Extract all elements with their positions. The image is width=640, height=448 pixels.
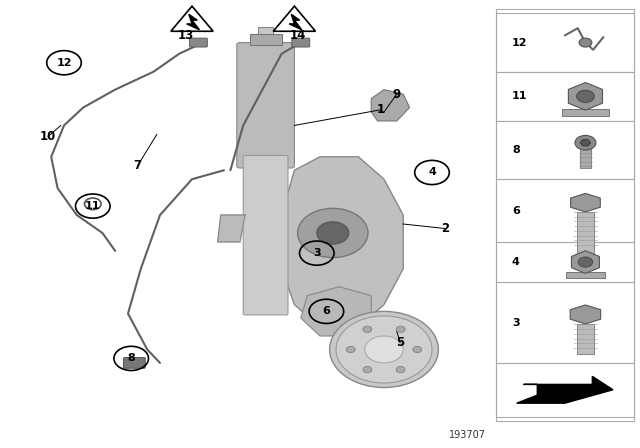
Circle shape [346, 346, 355, 353]
Text: 6: 6 [512, 206, 520, 215]
Circle shape [413, 346, 422, 353]
Polygon shape [572, 251, 600, 273]
Circle shape [578, 257, 593, 267]
FancyBboxPatch shape [577, 324, 594, 354]
FancyBboxPatch shape [258, 27, 273, 125]
Circle shape [577, 90, 595, 103]
Circle shape [396, 326, 405, 332]
Polygon shape [516, 376, 613, 403]
Circle shape [579, 38, 592, 47]
Circle shape [298, 208, 368, 258]
Text: 12: 12 [56, 58, 72, 68]
Text: 2: 2 [441, 222, 449, 235]
Text: 8: 8 [512, 145, 520, 155]
FancyBboxPatch shape [562, 109, 609, 116]
Circle shape [575, 135, 596, 150]
Text: 10: 10 [40, 130, 56, 143]
FancyBboxPatch shape [189, 38, 207, 47]
Circle shape [363, 366, 372, 373]
Polygon shape [570, 305, 601, 324]
Polygon shape [187, 14, 200, 30]
Text: 3: 3 [512, 318, 520, 327]
Polygon shape [289, 14, 302, 30]
Text: 8: 8 [127, 353, 135, 363]
Text: 4: 4 [428, 168, 436, 177]
Polygon shape [568, 82, 602, 110]
Text: 11: 11 [85, 201, 100, 211]
FancyBboxPatch shape [124, 358, 145, 368]
Circle shape [396, 366, 405, 373]
Text: 4: 4 [512, 257, 520, 267]
FancyBboxPatch shape [580, 146, 591, 168]
Text: 6: 6 [323, 306, 330, 316]
FancyBboxPatch shape [237, 43, 294, 168]
Text: 11: 11 [512, 91, 527, 101]
Polygon shape [282, 157, 403, 327]
Polygon shape [580, 140, 591, 146]
Text: 14: 14 [289, 29, 306, 43]
Text: 5: 5 [396, 336, 404, 349]
Circle shape [363, 326, 372, 332]
Text: 193707: 193707 [449, 430, 486, 439]
Text: 13: 13 [177, 29, 194, 43]
Circle shape [330, 311, 438, 388]
Text: 12: 12 [512, 38, 527, 47]
FancyBboxPatch shape [250, 34, 282, 45]
Circle shape [317, 222, 349, 244]
Text: 1: 1 [377, 103, 385, 116]
Polygon shape [371, 90, 410, 121]
Polygon shape [218, 215, 245, 242]
Polygon shape [301, 287, 371, 336]
Text: 3: 3 [313, 248, 321, 258]
FancyBboxPatch shape [243, 155, 288, 315]
Text: 9: 9 [393, 87, 401, 101]
Circle shape [336, 316, 432, 383]
Polygon shape [571, 194, 600, 212]
Circle shape [365, 336, 403, 363]
FancyBboxPatch shape [577, 212, 594, 254]
Text: 7: 7 [134, 159, 141, 172]
FancyBboxPatch shape [292, 38, 310, 47]
FancyBboxPatch shape [566, 272, 605, 278]
